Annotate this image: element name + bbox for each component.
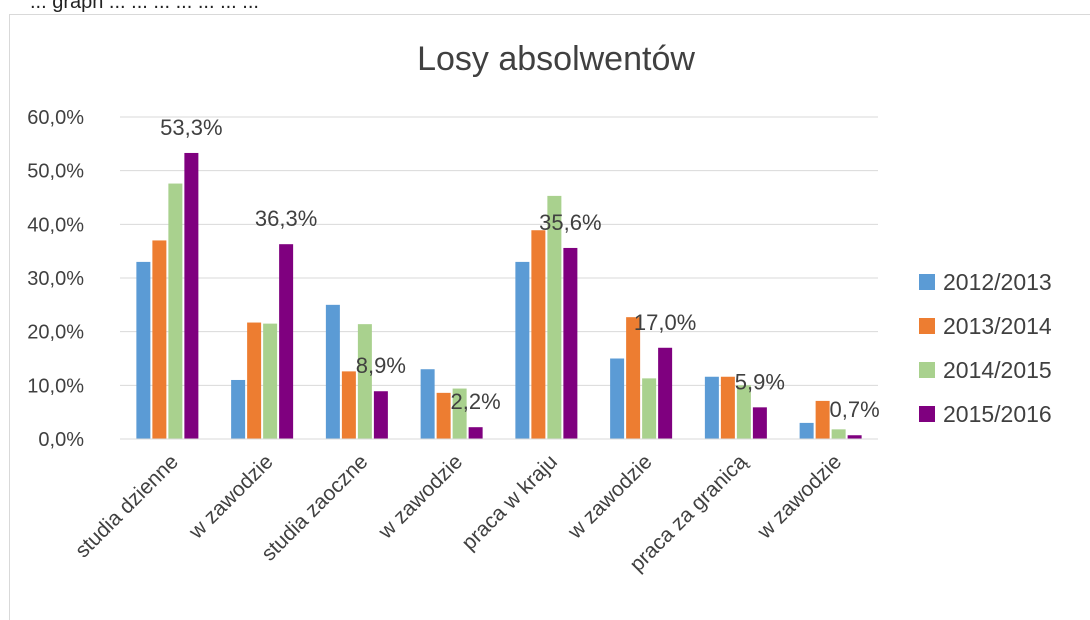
category-label: w zawodzie <box>184 450 278 544</box>
legend-label: 2014/2015 <box>943 357 1052 383</box>
bar <box>231 379 246 439</box>
data-label: 53,3% <box>160 115 222 140</box>
data-label: 36,3% <box>255 206 317 231</box>
legend-swatch <box>919 318 935 334</box>
data-label: 17,0% <box>634 310 696 335</box>
y-tick-label: 0,0% <box>38 429 84 451</box>
data-label: 5,9% <box>735 369 785 394</box>
y-tick-label: 20,0% <box>27 322 84 344</box>
category-label: praca w kraju <box>457 450 562 555</box>
y-tick-label: 60,0% <box>27 107 84 129</box>
legend-label: 2013/2014 <box>943 313 1052 339</box>
legend-swatch <box>919 274 935 290</box>
bar <box>704 376 719 439</box>
legend-swatch <box>919 362 935 378</box>
bar <box>831 429 846 439</box>
bar <box>752 407 767 439</box>
bar <box>847 435 862 439</box>
bar <box>184 152 199 439</box>
bar <box>642 378 657 439</box>
y-tick-label: 40,0% <box>27 214 84 236</box>
bar <box>247 322 262 439</box>
bar <box>658 347 673 439</box>
top-caption-strip: ... graph ... ... ... ... ... ... ... <box>0 0 1090 14</box>
bar <box>720 376 735 439</box>
gridlines <box>120 116 878 386</box>
category-label: studia dzienne <box>71 450 183 562</box>
legend-swatch <box>919 406 935 422</box>
category-label: w zawodzie <box>752 450 846 544</box>
bar <box>815 400 830 439</box>
bar <box>263 323 278 439</box>
bar <box>357 324 372 439</box>
bar <box>468 427 483 439</box>
bar <box>152 240 167 439</box>
data-labels: 53,3% 36,3% 8,9% 2,2% 35,6% 17,0% 5,9% 0,7% <box>160 115 880 422</box>
data-label: 0,7% <box>830 397 880 422</box>
y-axis-ticks: 0,0% 10,0% 20,0% 30,0% 40,0% 50,0% 60,0% <box>27 107 84 451</box>
bars <box>136 152 862 439</box>
bar <box>420 369 435 439</box>
category-label: w zawodzie <box>563 450 657 544</box>
bar <box>799 422 814 439</box>
bar <box>515 261 530 439</box>
legend-label: 2015/2016 <box>943 401 1052 427</box>
bar <box>452 388 467 439</box>
y-tick-label: 10,0% <box>27 375 84 397</box>
bar <box>279 244 294 439</box>
bar <box>325 304 340 439</box>
bar <box>610 358 625 439</box>
bar <box>626 317 641 439</box>
bar <box>136 261 151 439</box>
legend: 2012/2013 2013/2014 2014/2015 2015/2016 <box>919 269 1052 427</box>
top-caption: ... graph ... ... ... ... ... ... ... <box>30 0 259 13</box>
data-label: 8,9% <box>356 353 406 378</box>
y-tick-label: 50,0% <box>27 161 84 183</box>
category-label: w zawodzie <box>373 450 467 544</box>
bar <box>436 392 451 439</box>
bar <box>341 371 356 439</box>
bar <box>531 230 546 439</box>
data-label: 2,2% <box>451 389 501 414</box>
chart-frame <box>9 14 1090 620</box>
bar <box>563 247 578 439</box>
y-tick-label: 30,0% <box>27 268 84 290</box>
chart-title: Losy absolwentów <box>417 40 695 78</box>
bar <box>547 195 562 439</box>
bar <box>373 391 388 439</box>
bar <box>736 385 751 439</box>
bar <box>168 183 183 439</box>
legend-label: 2012/2013 <box>943 269 1052 295</box>
data-label: 35,6% <box>539 210 601 235</box>
